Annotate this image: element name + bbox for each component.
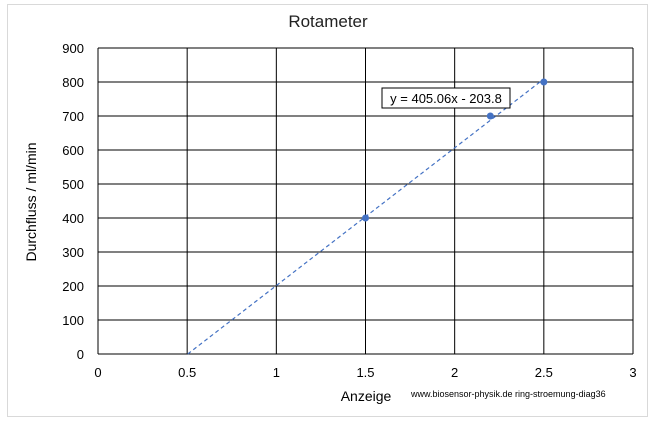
y-tick-label: 700 (62, 109, 84, 124)
y-tick-label: 0 (77, 347, 84, 362)
data-point (540, 78, 548, 86)
y-tick-label: 800 (62, 75, 84, 90)
trendline-equation: y = 405.06x - 203.8 (390, 91, 502, 106)
equation-box-border (381, 87, 511, 109)
y-tick-label: 300 (62, 245, 84, 260)
y-tick-label: 900 (62, 41, 84, 56)
data-point (486, 112, 494, 120)
y-tick-label: 400 (62, 211, 84, 226)
y-tick-label: 500 (62, 177, 84, 192)
data-point (362, 214, 369, 222)
source-watermark: www.biosensor-physik.de ring-stroemung-d… (410, 389, 606, 399)
x-tick-label: 0 (94, 365, 101, 380)
x-tick-labels: 0 0.5 1 1.5 2 2.5 3 (94, 365, 636, 380)
x-tick-label: 1 (273, 365, 280, 380)
y-tick-label: 100 (62, 313, 84, 328)
y-axis-label: Durchfluss / ml/min (23, 142, 39, 261)
y-tick-label: 600 (62, 143, 84, 158)
trendline-equation-box: y = 405.06x - 203.8 (381, 87, 511, 109)
x-tick-label: 3 (629, 365, 636, 380)
chart-frame (7, 4, 648, 417)
x-tick-label: 2 (451, 365, 458, 380)
x-tick-label: 0.5 (178, 365, 196, 380)
plot-grid (97, 47, 634, 355)
chart-title: Rotameter (288, 12, 368, 31)
y-tick-labels: 0 100 200 300 400 500 600 700 800 900 (62, 41, 84, 362)
y-tick-label: 200 (62, 279, 84, 294)
x-tick-label: 2.5 (535, 365, 553, 380)
x-axis-label: Anzeige (341, 388, 392, 404)
x-tick-label: 1.5 (356, 365, 374, 380)
data-points (362, 78, 548, 222)
